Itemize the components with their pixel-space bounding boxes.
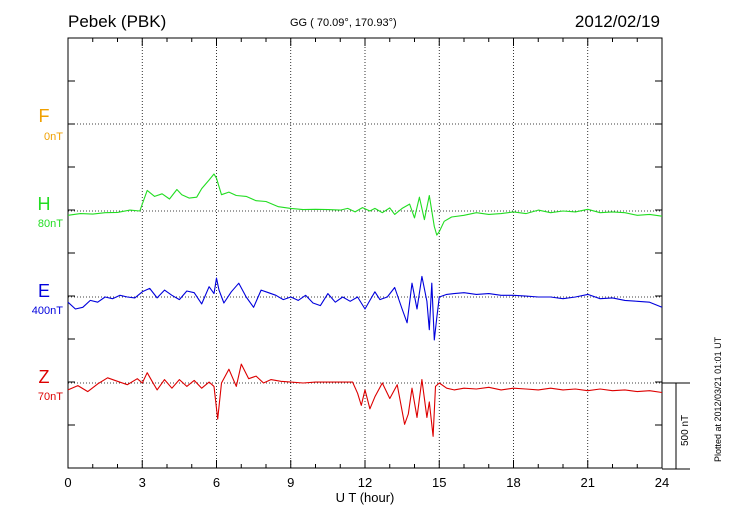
series-line-e <box>67 275 663 341</box>
component-f-letter: F <box>38 106 50 126</box>
component-h-baseline: 80nT <box>37 218 63 230</box>
x-tick-label: 9 <box>287 475 294 490</box>
x-axis-label: U T (hour) <box>335 490 395 505</box>
date-label: 2012/02/19 <box>574 12 660 31</box>
x-tick-label: 0 <box>64 475 71 490</box>
x-tick-label: 18 <box>506 475 520 490</box>
component-e-letter: E <box>37 281 50 301</box>
component-f-baseline: 0nT <box>44 131 63 143</box>
x-tick-label: 24 <box>655 475 669 490</box>
component-e-baseline: 400nT <box>31 305 63 317</box>
plotted-timestamp: Plotted at 2012/03/21 01:01 UT <box>713 336 723 462</box>
x-tick-label: 6 <box>213 475 220 490</box>
component-z-baseline: 70nT <box>37 391 63 403</box>
station-title: Pebek (PBK) <box>68 12 167 31</box>
component-h-letter: H <box>37 194 51 214</box>
x-tick-label: 15 <box>432 475 446 490</box>
series-line-h <box>67 173 663 236</box>
x-tick-label: 3 <box>139 475 146 490</box>
scale-bar-label: 500 nT <box>680 414 691 446</box>
component-z-letter: Z <box>38 367 50 387</box>
coordinates-label: GG ( 70.09°, 170.93°) <box>290 17 397 29</box>
series-line-z <box>67 363 663 437</box>
x-tick-label: 12 <box>358 475 372 490</box>
plot-frame <box>67 37 663 469</box>
x-tick-label: 21 <box>581 475 595 490</box>
